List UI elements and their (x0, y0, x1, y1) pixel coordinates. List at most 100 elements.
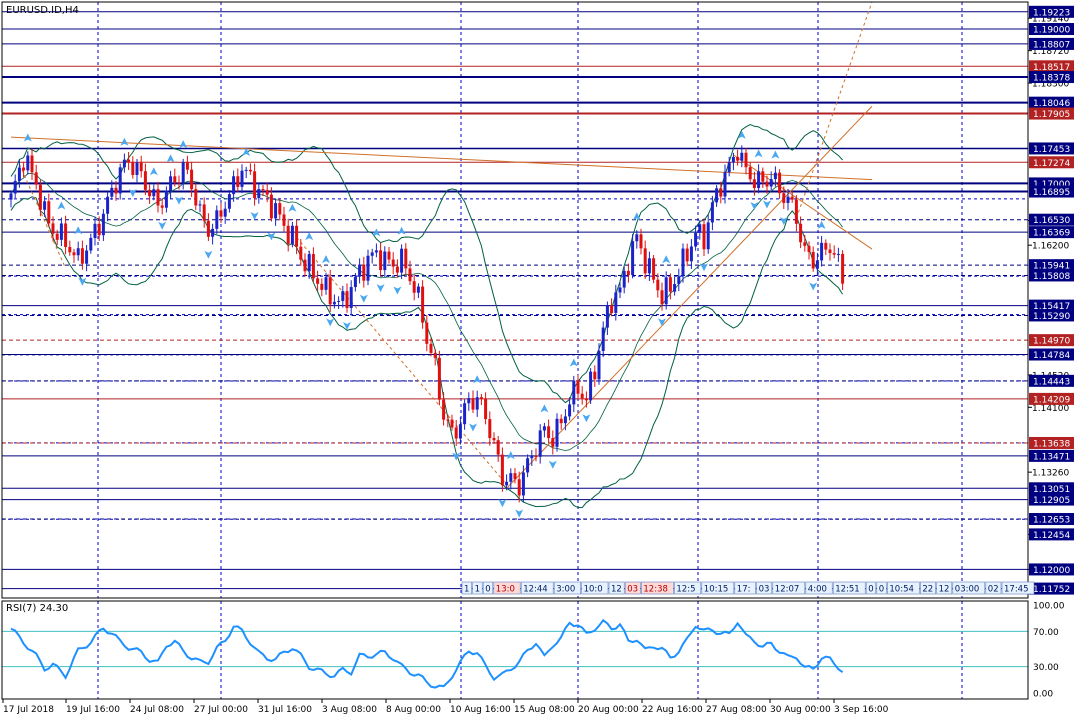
candle (370, 248, 374, 264)
candle (538, 424, 542, 464)
price-badge-bg (1029, 37, 1074, 50)
candle-body (437, 357, 441, 400)
rsi-panel (2, 618, 1028, 689)
candle (169, 170, 173, 199)
candle-body (513, 473, 517, 480)
candle-body (752, 179, 756, 189)
candle (496, 436, 500, 462)
time-strip-cell: 10:15 (701, 581, 735, 595)
candle (307, 250, 311, 279)
candle (794, 195, 798, 232)
candle (332, 294, 336, 309)
candle (412, 274, 416, 301)
candle (702, 218, 706, 256)
candle (341, 285, 345, 308)
time-strip-cell: 3:00 (553, 581, 581, 595)
rsi-line (10, 618, 844, 689)
candle-body (173, 176, 177, 183)
fractal-up-marker (372, 228, 381, 237)
candle-body (307, 254, 311, 272)
candle-body (484, 398, 488, 420)
rsi-label: RSI(7) 24.30 (6, 603, 68, 614)
fractal-up-marker (506, 451, 515, 460)
candle (269, 187, 273, 222)
time-strip-bg (865, 581, 877, 595)
fractal-up-marker (57, 201, 66, 210)
price-level-badge: 1.18807 (1029, 37, 1074, 50)
candle (563, 409, 567, 431)
candle-body (433, 352, 437, 358)
candle (324, 272, 328, 295)
time-strip-label: 12:51 (835, 585, 860, 595)
candle (458, 417, 462, 445)
candle-body (383, 251, 387, 271)
trendline (733, 154, 873, 250)
candle (551, 430, 555, 455)
candle (559, 414, 563, 430)
candle (253, 163, 257, 206)
time-tick-label: 30 Aug 00:00 (770, 705, 831, 715)
time-strip-label: 0 (485, 585, 490, 595)
candle (286, 218, 290, 252)
candle (521, 465, 525, 503)
candle (429, 337, 433, 357)
candle-body (458, 424, 462, 439)
rsi-tick-label: 100.00 (1033, 602, 1065, 612)
time-strip-cell: 12 (608, 581, 625, 595)
candle-body (836, 253, 840, 255)
candle (463, 399, 467, 430)
price-badge-label: 1.14784 (1033, 351, 1070, 361)
candles[interactable] (9, 145, 845, 503)
candle-body (324, 277, 328, 290)
candle (778, 169, 782, 199)
fractal-down-marker (78, 277, 87, 286)
candle (475, 390, 479, 417)
candle-body (190, 169, 194, 190)
candle-body (786, 196, 790, 203)
time-tick-label: 3 Aug 08:00 (322, 705, 377, 715)
candle-body (547, 426, 551, 439)
price-badge-label: 1.17000 (1033, 180, 1070, 190)
candle (59, 217, 63, 247)
time-strip-label: 1 (475, 585, 480, 595)
time-strip-bg (472, 581, 483, 595)
candle (807, 241, 811, 260)
candle-body (400, 248, 404, 273)
time-strip-label: 03 (627, 585, 638, 595)
candle (38, 179, 42, 217)
price-badge-bg (1029, 374, 1074, 387)
price-tick-label: 1.19140 (1032, 15, 1069, 25)
price-badge-label: 1.12454 (1033, 531, 1070, 541)
time-strip-cell: 1 (472, 581, 483, 595)
fractal-up-marker (242, 147, 251, 156)
candle-body (689, 246, 693, 262)
candle (744, 147, 748, 175)
price-badge-bg (1029, 259, 1074, 272)
candle-body (299, 246, 303, 260)
candle (85, 245, 89, 272)
candle-body (454, 427, 458, 439)
time-strip-bg (936, 581, 953, 595)
price-level-badge: 1.11752 (1029, 582, 1074, 595)
candle-body (68, 246, 72, 253)
candle-body (601, 327, 605, 351)
candle (278, 198, 282, 221)
candle-body (496, 440, 500, 455)
candle-body (366, 255, 370, 281)
time-strip-cell: 12:44 (520, 581, 554, 595)
candle (765, 175, 769, 194)
candle (715, 185, 719, 207)
time-strip-bg (756, 581, 773, 595)
candle (589, 368, 593, 404)
price-level-badge: 1.19000 (1029, 23, 1074, 36)
candle-body (626, 270, 630, 276)
candle (719, 181, 723, 204)
time-tick-label: 15 Aug 08:00 (514, 705, 575, 715)
candle (43, 196, 47, 217)
candle-body (379, 250, 383, 271)
candle (668, 273, 672, 300)
price-level-badge: 1.12454 (1029, 528, 1074, 541)
candle (72, 248, 76, 263)
